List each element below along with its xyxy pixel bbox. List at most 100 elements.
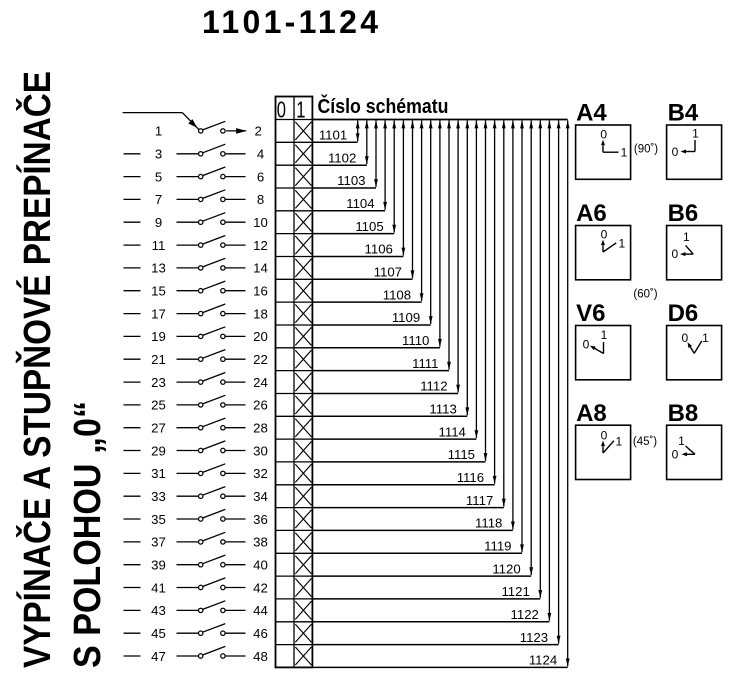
- svg-text:28: 28: [253, 421, 268, 436]
- svg-text:A4: A4: [576, 100, 607, 127]
- svg-text:(60˚): (60˚): [633, 289, 657, 301]
- svg-text:6: 6: [257, 169, 264, 184]
- svg-text:14: 14: [253, 261, 268, 276]
- svg-text:11: 11: [152, 238, 166, 253]
- svg-text:1: 1: [296, 98, 305, 123]
- svg-text:1115: 1115: [448, 447, 475, 462]
- svg-text:1117: 1117: [466, 493, 493, 508]
- svg-text:1101-1124: 1101-1124: [202, 4, 378, 40]
- svg-text:26: 26: [253, 398, 268, 413]
- svg-text:1112: 1112: [420, 379, 447, 394]
- svg-text:VYPÍNAČE A STUPŇOVÉ PREPÍNAČE: VYPÍNAČE A STUPŇOVÉ PREPÍNAČE: [14, 71, 59, 668]
- svg-text:0: 0: [671, 247, 678, 261]
- svg-text:1: 1: [155, 124, 162, 139]
- svg-text:0: 0: [601, 228, 608, 242]
- svg-text:0: 0: [681, 331, 688, 345]
- svg-text:1101: 1101: [319, 128, 347, 143]
- svg-text:21: 21: [151, 352, 166, 367]
- svg-text:41: 41: [151, 580, 166, 595]
- svg-text:1: 1: [678, 434, 685, 448]
- svg-text:0: 0: [672, 145, 679, 159]
- svg-text:1102: 1102: [328, 150, 356, 165]
- svg-text:42: 42: [253, 580, 268, 595]
- svg-text:27: 27: [151, 421, 166, 436]
- svg-text:1120: 1120: [492, 561, 520, 576]
- svg-text:13: 13: [151, 261, 166, 276]
- svg-text:Číslo schématu: Číslo schématu: [318, 94, 449, 118]
- svg-text:35: 35: [151, 512, 166, 527]
- svg-text:47: 47: [151, 649, 166, 664]
- svg-text:0: 0: [277, 98, 286, 123]
- svg-text:30: 30: [253, 443, 268, 458]
- svg-text:8: 8: [257, 192, 264, 207]
- svg-text:36: 36: [253, 512, 268, 527]
- svg-text:1: 1: [618, 237, 625, 251]
- svg-text:B4: B4: [668, 100, 699, 127]
- svg-text:23: 23: [151, 375, 166, 390]
- svg-text:1110: 1110: [402, 333, 429, 348]
- svg-text:D6: D6: [668, 300, 699, 327]
- svg-text:0: 0: [601, 429, 608, 443]
- svg-text:31: 31: [151, 466, 166, 481]
- svg-text:29: 29: [151, 443, 166, 458]
- svg-text:1124: 1124: [529, 653, 557, 668]
- svg-text:38: 38: [253, 535, 268, 550]
- svg-text:V6: V6: [576, 300, 605, 327]
- svg-text:1: 1: [621, 145, 628, 159]
- svg-text:24: 24: [253, 375, 268, 390]
- svg-text:20: 20: [253, 329, 268, 344]
- svg-text:43: 43: [151, 603, 166, 618]
- svg-text:A6: A6: [576, 200, 607, 227]
- svg-text:1113: 1113: [429, 402, 456, 417]
- svg-text:45: 45: [151, 626, 166, 641]
- svg-text:1105: 1105: [355, 219, 383, 234]
- svg-text:32: 32: [253, 466, 268, 481]
- svg-text:44: 44: [253, 603, 268, 618]
- svg-text:40: 40: [253, 558, 268, 573]
- svg-text:1109: 1109: [392, 310, 420, 325]
- svg-text:0: 0: [600, 127, 607, 141]
- svg-text:17: 17: [151, 306, 166, 321]
- svg-text:1: 1: [702, 331, 709, 345]
- svg-text:19: 19: [151, 329, 166, 344]
- svg-text:1116: 1116: [457, 470, 484, 485]
- svg-text:(90˚): (90˚): [634, 144, 658, 156]
- svg-text:1: 1: [615, 435, 622, 449]
- svg-text:A8: A8: [576, 400, 607, 427]
- svg-text:1104: 1104: [346, 196, 374, 211]
- svg-text:3: 3: [155, 147, 162, 162]
- svg-text:1: 1: [683, 230, 690, 244]
- svg-text:18: 18: [253, 306, 268, 321]
- svg-text:1: 1: [601, 328, 608, 342]
- svg-text:1119: 1119: [484, 539, 511, 554]
- svg-text:B8: B8: [668, 400, 699, 427]
- svg-text:39: 39: [151, 558, 166, 573]
- svg-text:1118: 1118: [475, 516, 502, 531]
- svg-text:1111: 1111: [412, 356, 438, 371]
- svg-text:1121: 1121: [501, 584, 529, 599]
- svg-text:1107: 1107: [374, 265, 402, 280]
- svg-text:7: 7: [155, 192, 162, 207]
- svg-text:5: 5: [155, 169, 162, 184]
- svg-text:4: 4: [257, 147, 264, 162]
- svg-text:15: 15: [151, 284, 166, 299]
- svg-text:33: 33: [151, 489, 166, 504]
- svg-text:10: 10: [253, 215, 268, 230]
- svg-text:0: 0: [583, 338, 590, 352]
- svg-text:(45˚): (45˚): [633, 436, 657, 448]
- svg-text:1103: 1103: [337, 173, 365, 188]
- svg-text:0: 0: [672, 447, 679, 461]
- svg-text:2: 2: [255, 124, 262, 139]
- svg-text:12: 12: [253, 238, 268, 253]
- svg-text:22: 22: [253, 352, 268, 367]
- svg-text:16: 16: [253, 284, 268, 299]
- svg-text:1122: 1122: [511, 607, 539, 622]
- svg-text:1: 1: [692, 127, 699, 141]
- svg-text:9: 9: [155, 215, 162, 230]
- svg-text:37: 37: [151, 535, 166, 550]
- svg-text:1108: 1108: [383, 287, 411, 302]
- svg-text:B6: B6: [668, 200, 699, 227]
- svg-text:48: 48: [253, 649, 268, 664]
- svg-text:1123: 1123: [520, 630, 548, 645]
- svg-text:46: 46: [253, 626, 268, 641]
